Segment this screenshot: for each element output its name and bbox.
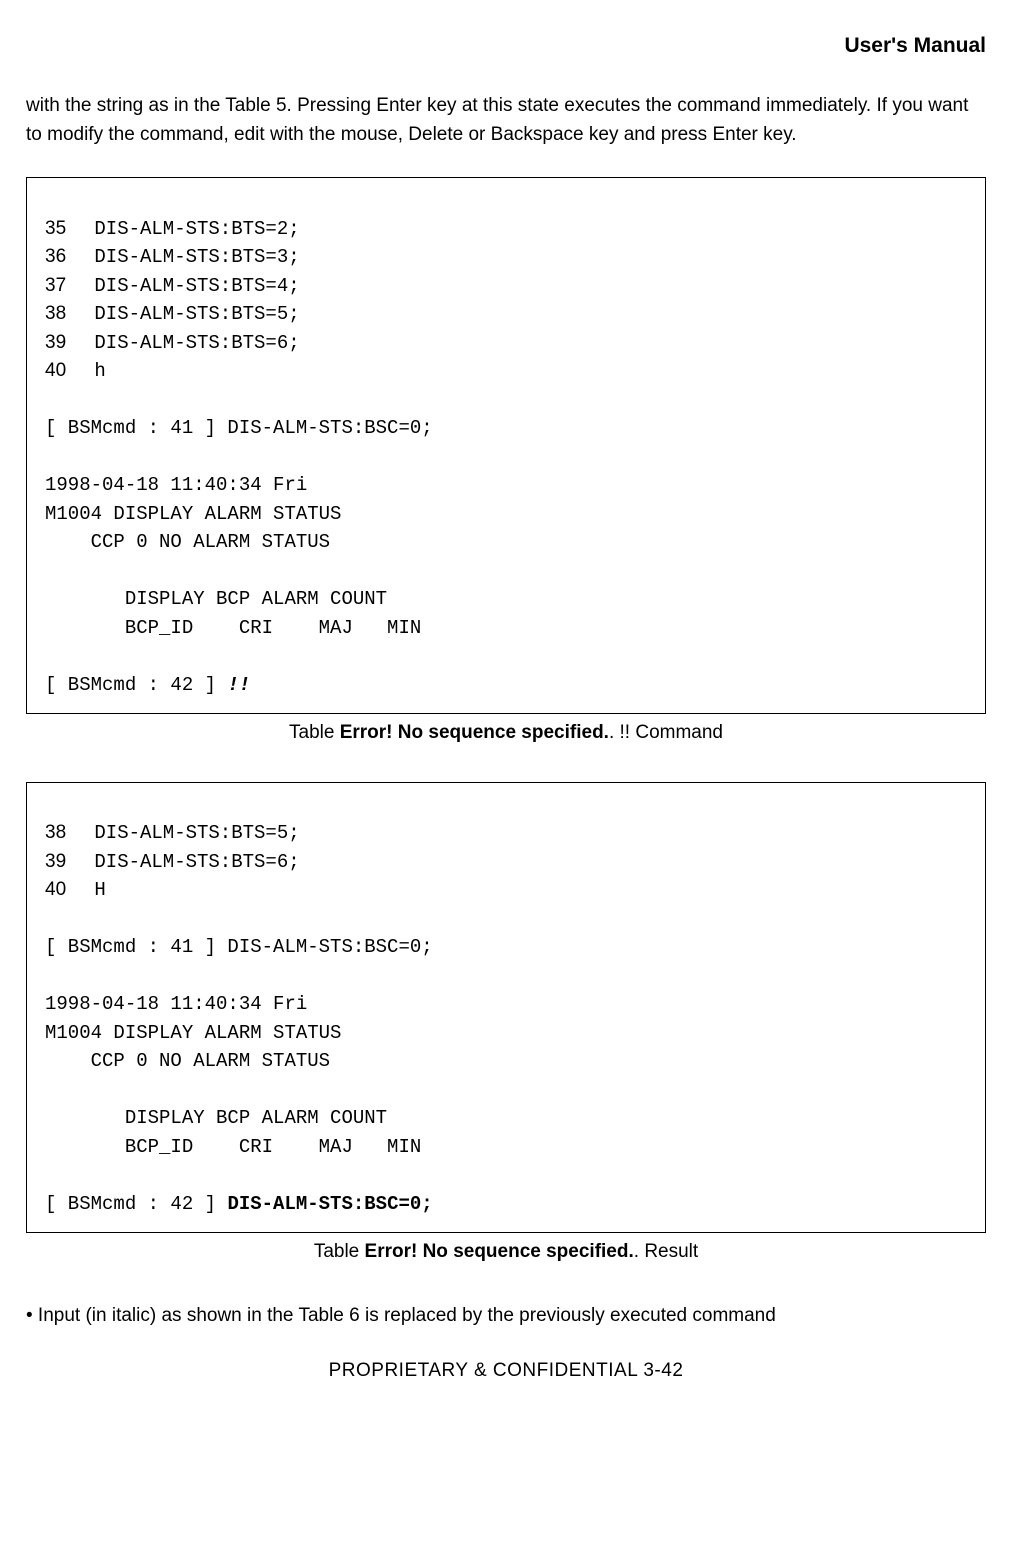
caption-post: . !! Command bbox=[609, 722, 723, 743]
line-cmd: h bbox=[94, 360, 105, 382]
caption-pre: Table bbox=[314, 1241, 365, 1262]
caption-error: Error! No sequence specified. bbox=[365, 1241, 634, 1262]
bsm-input: !! bbox=[227, 674, 250, 696]
line-num: 39 bbox=[45, 329, 94, 358]
line-cmd: DIS-ALM-STS:BTS=5; bbox=[94, 303, 299, 325]
timestamp: 1998-04-18 11:40:34 Fri bbox=[45, 993, 307, 1015]
line-num: 38 bbox=[45, 819, 94, 848]
line-cmd: DIS-ALM-STS:BTS=4; bbox=[94, 275, 299, 297]
caption-1: Table Error! No sequence specified.. !! … bbox=[26, 718, 986, 747]
line-num: 40 bbox=[45, 357, 94, 386]
output-line: DISPLAY BCP ALARM COUNT bbox=[45, 588, 387, 610]
output-line: CCP 0 NO ALARM STATUS bbox=[45, 1050, 330, 1072]
bsm-prefix: [ BSMcmd : 42 ] bbox=[45, 674, 227, 696]
output-line: DISPLAY BCP ALARM COUNT bbox=[45, 1107, 387, 1129]
line-num: 38 bbox=[45, 300, 94, 329]
output-line: BCP_ID CRI MAJ MIN bbox=[45, 1136, 421, 1158]
line-cmd: DIS-ALM-STS:BTS=3; bbox=[94, 246, 299, 268]
line-num: 39 bbox=[45, 848, 94, 877]
bsm-result: DIS-ALM-STS:BSC=0; bbox=[227, 1193, 432, 1215]
line-cmd: DIS-ALM-STS:BTS=6; bbox=[94, 851, 299, 873]
caption-post: . Result bbox=[634, 1241, 698, 1262]
output-line: M1004 DISPLAY ALARM STATUS bbox=[45, 503, 341, 525]
line-num: 37 bbox=[45, 272, 94, 301]
line-num: 35 bbox=[45, 215, 94, 244]
output-line: BCP_ID CRI MAJ MIN bbox=[45, 617, 421, 639]
line-num: 40 bbox=[45, 876, 94, 905]
code-box-2: 38DIS-ALM-STS:BTS=5; 39DIS-ALM-STS:BTS=6… bbox=[26, 782, 986, 1234]
line-cmd: H bbox=[94, 879, 105, 901]
page-header: User's Manual bbox=[26, 30, 986, 63]
caption-error: Error! No sequence specified. bbox=[340, 722, 609, 743]
bsm-prefix: [ BSMcmd : 42 ] bbox=[45, 1193, 227, 1215]
output-line: M1004 DISPLAY ALARM STATUS bbox=[45, 1022, 341, 1044]
code-box-1: 35DIS-ALM-STS:BTS=2; 36DIS-ALM-STS:BTS=3… bbox=[26, 177, 986, 714]
bsm-line: [ BSMcmd : 41 ] DIS-ALM-STS:BSC=0; bbox=[45, 417, 433, 439]
bsm-line: [ BSMcmd : 41 ] DIS-ALM-STS:BSC=0; bbox=[45, 936, 433, 958]
page-footer: PROPRIETARY & CONFIDENTIAL 3-42 bbox=[26, 1356, 986, 1385]
caption-pre: Table bbox=[289, 722, 340, 743]
caption-2: Table Error! No sequence specified.. Res… bbox=[26, 1237, 986, 1266]
output-line: CCP 0 NO ALARM STATUS bbox=[45, 531, 330, 553]
bullet-paragraph: • Input (in italic) as shown in the Tabl… bbox=[26, 1301, 986, 1330]
line-cmd: DIS-ALM-STS:BTS=5; bbox=[94, 822, 299, 844]
line-num: 36 bbox=[45, 243, 94, 272]
line-cmd: DIS-ALM-STS:BTS=2; bbox=[94, 218, 299, 240]
timestamp: 1998-04-18 11:40:34 Fri bbox=[45, 474, 307, 496]
line-cmd: DIS-ALM-STS:BTS=6; bbox=[94, 332, 299, 354]
intro-paragraph: with the string as in the Table 5. Press… bbox=[26, 91, 986, 150]
